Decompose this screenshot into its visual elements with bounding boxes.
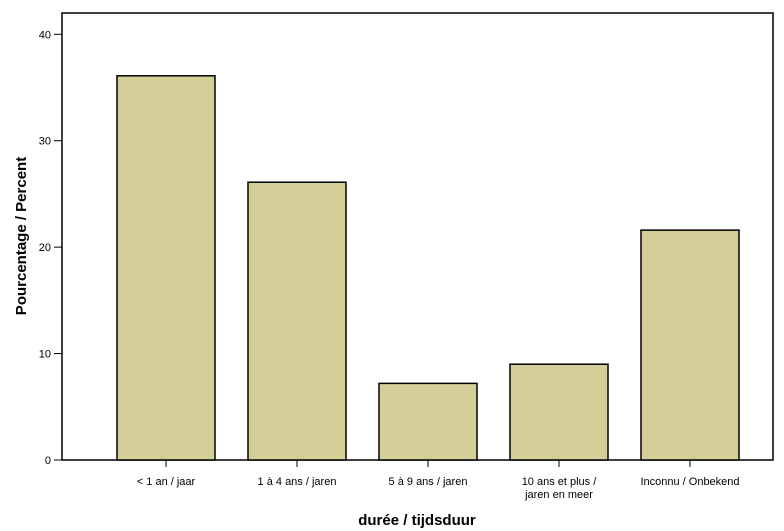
y-axis-title: Pourcentage / Percent <box>13 157 30 315</box>
y-axis: 0 10 20 30 40 <box>39 29 62 467</box>
bar <box>640 229 740 461</box>
y-tick-label: 10 <box>39 349 51 361</box>
x-tick-label: 10 ans et plus / jaren en meer <box>522 476 598 501</box>
y-tick-label: 20 <box>39 242 51 254</box>
x-tick-label: 1 à 4 ans / jaren <box>258 476 337 488</box>
x-tick-label: < 1 an / jaar <box>137 476 196 488</box>
y-tick-label: 0 <box>45 455 51 467</box>
x-tick-label: 5 à 9 ans / jaren <box>389 476 468 488</box>
x-axis-title: durée / tijdsduur <box>358 512 476 529</box>
bar <box>116 75 216 461</box>
x-tick-label: Inconnu / Onbekend <box>640 476 739 488</box>
x-axis: < 1 an / jaar 1 à 4 ans / jaren 5 à 9 ans … <box>137 460 740 501</box>
y-tick-label: 40 <box>39 29 51 41</box>
bars-group <box>116 75 740 461</box>
bar <box>378 382 478 461</box>
y-tick-label: 30 <box>39 136 51 148</box>
bar <box>509 363 609 461</box>
bar <box>247 181 347 461</box>
